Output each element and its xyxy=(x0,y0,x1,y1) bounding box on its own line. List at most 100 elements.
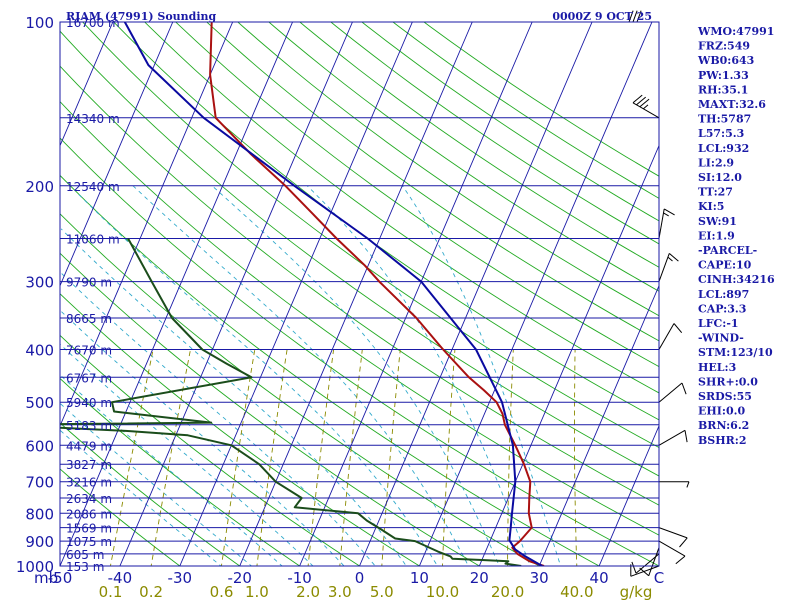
mixing-ratio-line xyxy=(220,349,256,566)
mixing-ratio-line xyxy=(442,349,456,566)
wind-barb xyxy=(658,382,687,403)
height-label: 7670 m xyxy=(66,344,112,358)
index-line: BRN:6.2 xyxy=(698,419,749,432)
wind-barb-feather xyxy=(663,212,669,217)
wind-barb-feather xyxy=(673,323,683,334)
mixing-ratio-tick-label: 0.6 xyxy=(210,583,234,600)
height-label: 12540 m xyxy=(66,180,120,194)
index-line: RH:35.1 xyxy=(698,83,748,96)
index-line: MAXT:32.6 xyxy=(698,98,766,111)
isotherm-line xyxy=(60,22,293,566)
temperature-tick-label: 40 xyxy=(590,569,609,587)
wind-barb-feather xyxy=(632,10,638,23)
moist-adiabat xyxy=(60,374,283,566)
height-label: 5940 m xyxy=(66,396,112,410)
mixing-ratio-tick-label: 3.0 xyxy=(328,583,352,600)
pressure-tick-label: 200 xyxy=(25,178,54,196)
isotherm-line xyxy=(60,22,234,428)
isotherm-line xyxy=(418,22,653,566)
dry-adiabat xyxy=(423,22,659,177)
dry-adiabat xyxy=(60,65,659,506)
wind-barb-feather xyxy=(681,382,687,395)
dry-adiabat xyxy=(60,422,241,566)
temperature-unit-label: C xyxy=(654,569,664,587)
wind-barb xyxy=(658,323,683,350)
wind-barb-staff xyxy=(630,565,660,577)
dry-adiabat xyxy=(60,137,659,566)
dry-adiabat xyxy=(60,252,481,566)
mixing-ratio-line xyxy=(109,349,154,566)
index-line: STM:123/10 xyxy=(698,346,773,359)
mixing-ratio-tick-label: 0.1 xyxy=(99,583,123,600)
index-line: TT:27 xyxy=(698,186,733,199)
wind-barb xyxy=(658,540,686,565)
height-label: 4479 m xyxy=(66,439,112,453)
temperature-tick-label: -20 xyxy=(227,569,252,587)
wind-barb-staff xyxy=(658,208,665,239)
height-label: 2086 m xyxy=(66,507,112,521)
wind-barb-feather xyxy=(668,253,679,262)
index-line: SHR+:0.0 xyxy=(698,375,758,388)
moist-adiabat xyxy=(306,185,531,566)
index-line: TH:5787 xyxy=(698,113,751,126)
wind-barb xyxy=(658,429,688,446)
wind-barb xyxy=(659,481,690,488)
dry-adiabat xyxy=(60,334,361,566)
mixing-ratio-line xyxy=(507,349,514,566)
pressure-tick-label: 500 xyxy=(25,394,54,412)
pressure-tick-label: 400 xyxy=(25,342,54,360)
isotherm-line xyxy=(179,22,413,566)
index-line: LCL:897 xyxy=(698,288,749,301)
index-line: FRZ:549 xyxy=(698,40,750,53)
mixing-ratio-tick-label: 20.0 xyxy=(491,583,524,600)
dry-adiabat xyxy=(268,22,659,292)
mixing-ratio-tick-label: 1.0 xyxy=(245,583,269,600)
dry-adiabat xyxy=(60,213,541,566)
wind-barb-feather xyxy=(636,10,642,23)
mixing-ratio-line-group xyxy=(109,349,578,566)
wind-barb-group xyxy=(628,10,690,577)
index-line: SI:12.0 xyxy=(698,171,742,184)
temperature-tick-label: -50 xyxy=(48,569,73,587)
moist-adiabat xyxy=(60,309,345,566)
wind-barb-feather xyxy=(636,96,647,106)
dry-adiabat xyxy=(60,174,601,566)
mixing-ratio-tick-label: 40.0 xyxy=(560,583,593,600)
isotherm-group xyxy=(60,22,659,566)
isotherm-line xyxy=(119,22,353,566)
mixing-ratio-line xyxy=(150,349,191,566)
temperature-tick-label: 20 xyxy=(470,569,489,587)
height-label: 3827 m xyxy=(66,458,112,472)
pressure-tick-label: 600 xyxy=(25,437,54,455)
dry-adiabat xyxy=(60,377,301,566)
wind-barb-staff xyxy=(658,540,686,557)
dry-adiabat xyxy=(113,22,659,421)
index-line: EHI:0.0 xyxy=(698,405,745,418)
mixing-ratio-tick-label: 2.0 xyxy=(296,583,320,600)
moist-adiabat xyxy=(211,185,500,566)
pressure-tick-label: 1000 xyxy=(16,558,54,576)
dry-adiabat xyxy=(60,468,181,566)
wind-barb xyxy=(658,527,688,548)
pressure-tick-label: 100 xyxy=(25,14,54,32)
dry-adiabat xyxy=(237,22,659,317)
dry-adiabat xyxy=(361,22,659,222)
isotherm-line xyxy=(60,22,114,147)
wind-barb-staff xyxy=(658,382,683,403)
plot-frame xyxy=(59,21,660,567)
profile-group xyxy=(60,22,545,566)
isotherm-line xyxy=(60,22,174,287)
index-line: LI:2.9 xyxy=(698,156,734,169)
wind-barb-feather xyxy=(679,537,688,548)
height-label: 8665 m xyxy=(66,312,112,326)
sounding-time: 0000Z 9 OCT 25 xyxy=(552,10,652,23)
wind-barb-staff xyxy=(658,253,670,282)
wind-barb-staff xyxy=(658,429,686,446)
height-label: 2634 m xyxy=(66,492,112,506)
height-label: 1075 m xyxy=(66,535,112,549)
temperature-profile-line xyxy=(209,22,545,566)
index-line: HEL:3 xyxy=(698,361,736,374)
index-line: LFC:-1 xyxy=(698,317,739,330)
